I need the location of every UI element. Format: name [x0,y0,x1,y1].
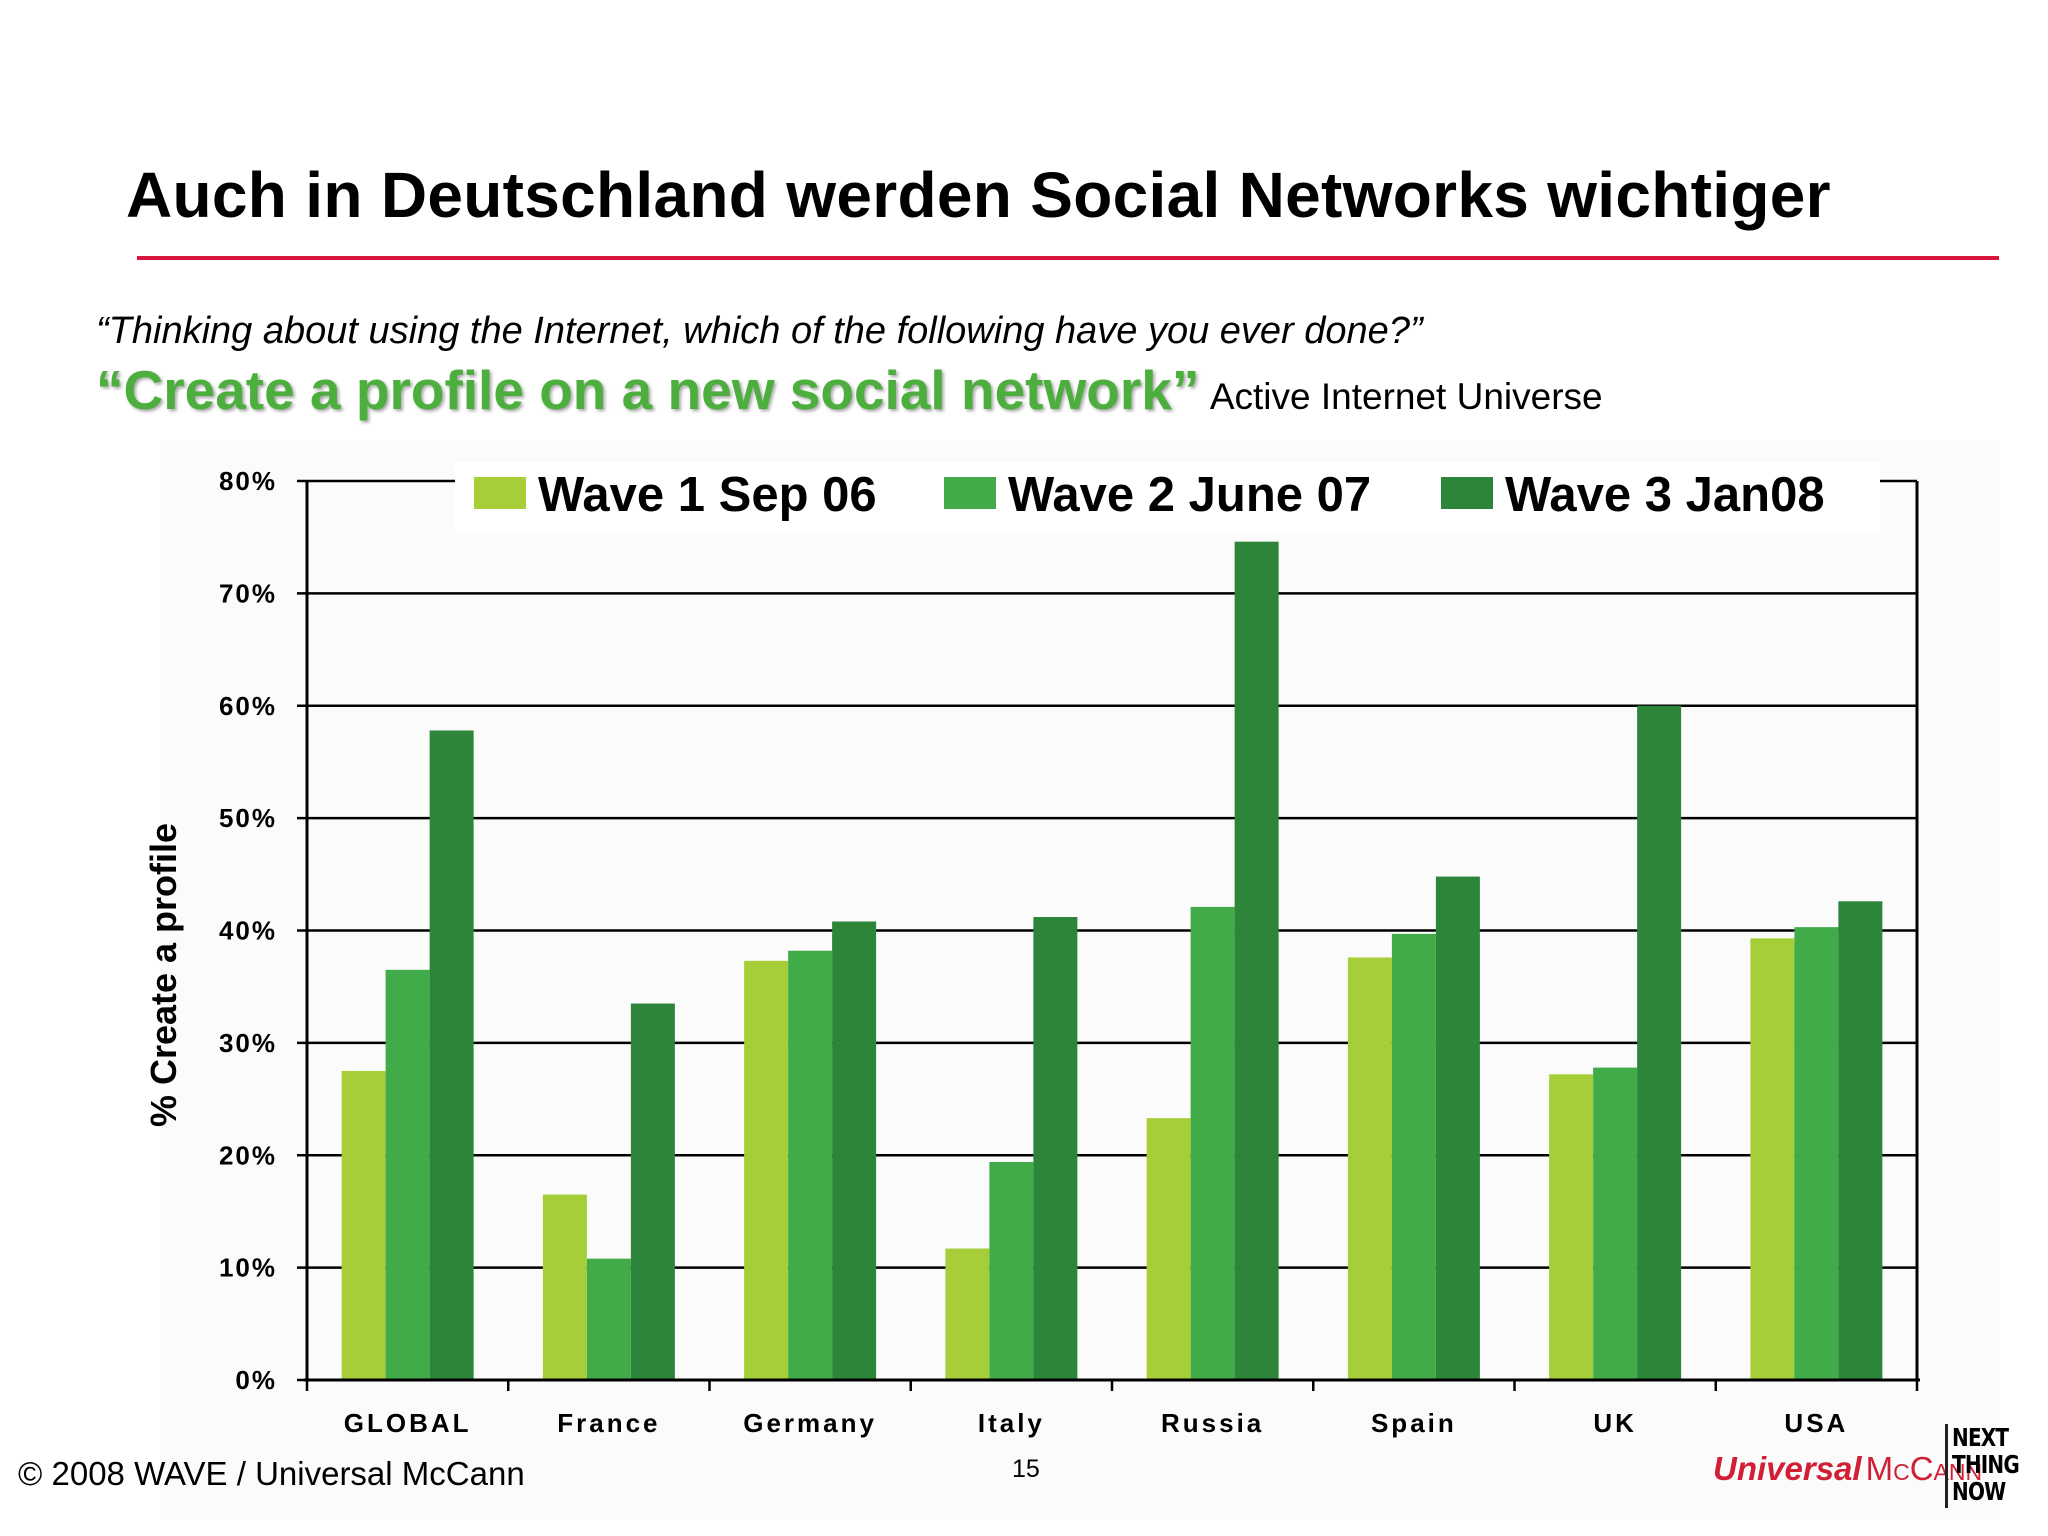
y-tick-label: 30% [219,1028,277,1058]
bar [788,950,833,1380]
bar [1637,705,1682,1380]
y-tick-label: 10% [219,1253,277,1283]
headline-quote: “Create a profile on a new social networ… [96,359,1200,421]
bar [1033,917,1078,1380]
x-tick-label: Germany [743,1408,877,1438]
bar [1593,1067,1638,1380]
x-tick-label: UK [1593,1408,1637,1438]
legend-label: Wave 1 Sep 06 [538,468,877,522]
logo-divider [1945,1424,1948,1508]
copyright-notice: © 2008 WAVE / Universal McCann [18,1455,525,1492]
bar [1146,1118,1191,1380]
bar [832,921,877,1380]
bar [1391,933,1436,1380]
bar [341,1070,386,1380]
y-tick-label: 60% [219,691,277,721]
page-number: 15 [1012,1455,1040,1483]
bar [1838,901,1883,1380]
x-tick-label: France [557,1408,660,1438]
headline-universe: Active Internet Universe [1209,376,1603,417]
bar [1794,927,1839,1380]
x-tick-label: GLOBAL [344,1408,472,1438]
y-axis-title: % Create a profile [143,823,184,1127]
y-tick-label: 80% [219,466,277,496]
bar [1549,1074,1594,1380]
x-tick-label: Spain [1371,1408,1457,1438]
headline: “Create a profile on a new social networ… [96,363,1603,418]
legend-swatch [474,477,526,509]
brand-logo-part1: Universal [1713,1450,1862,1487]
y-tick-label: 70% [219,578,277,608]
bar [1750,938,1795,1380]
y-tick-label: 50% [219,803,277,833]
y-tick-label: 0% [235,1365,277,1395]
tagline-line-2: THING [1952,1450,2020,1479]
bar [744,960,789,1380]
slide-title: Auch in Deutschland werden Social Networ… [126,159,1831,231]
brand-logo-part2: McCann [1865,1450,1983,1487]
brand-logo: Universal McCann [1713,1450,1982,1488]
bar [1234,541,1279,1380]
x-tick-label: Italy [978,1408,1045,1438]
bar [542,1194,587,1380]
x-tick-label: USA [1784,1408,1848,1438]
bar [385,969,430,1380]
tagline-line-1: NEXT [1952,1423,2009,1452]
y-tick-label: 40% [219,916,277,946]
title-underline [137,256,1999,260]
legend-background [455,462,1880,532]
bar [945,1248,990,1380]
tagline-logo: NEXT THING NOW [1952,1424,2036,1505]
legend-swatch [944,477,996,509]
bar [1190,906,1235,1380]
bar [630,1003,675,1380]
survey-question: “Thinking about using the Internet, whic… [96,310,1423,352]
legend-swatch [1441,477,1493,509]
y-tick-label: 20% [219,1140,277,1170]
legend-label: Wave 2 June 07 [1008,468,1371,522]
bar [1435,876,1480,1380]
x-tick-label: Russia [1161,1408,1264,1438]
legend-label: Wave 3 Jan08 [1505,468,1825,522]
bar [586,1258,631,1380]
bar [429,730,474,1380]
bar [1347,957,1392,1380]
bar [989,1161,1034,1380]
tagline-line-3: NOW [1952,1477,2006,1506]
